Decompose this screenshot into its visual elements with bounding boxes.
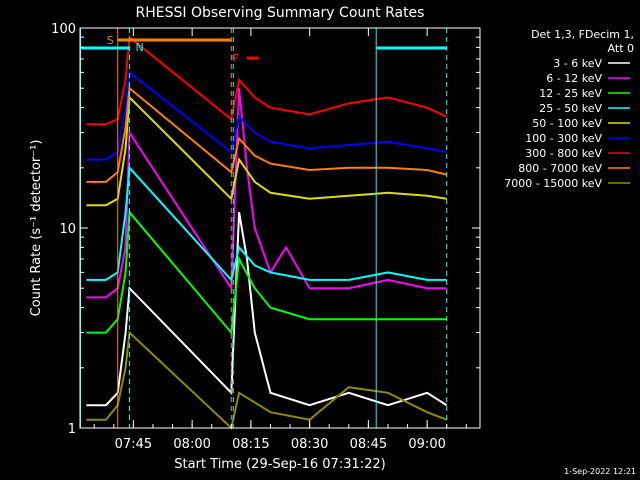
legend-label-1: 3 - 6 keV — [553, 57, 602, 70]
series-line-6 — [86, 70, 447, 161]
x-tick-label-5: 08:45 — [350, 437, 387, 452]
night-label: N — [135, 41, 143, 54]
x-tick-label-2: 08:00 — [173, 437, 210, 452]
x-tick-label-3: 08:15 — [232, 437, 269, 452]
series-line-2 — [86, 88, 447, 299]
flare-label: F — [233, 52, 239, 65]
series-line-8 — [86, 86, 447, 183]
annotations: S N F — [80, 28, 448, 428]
x-tick-label-4: 08:30 — [291, 437, 328, 452]
series-line-4 — [86, 165, 447, 282]
y-tick-label-2: 10 — [59, 222, 76, 237]
saa-label: S — [107, 34, 114, 47]
x-tick-label-6: 09:00 — [408, 437, 445, 452]
legend-title-line-1: Det 1,3, FDecim 1, — [531, 28, 634, 41]
series-line-3 — [86, 209, 447, 336]
series-line-7 — [86, 35, 448, 126]
x-axis-label: Start Time (29-Sep-16 07:31:22) — [174, 457, 385, 472]
legend-label-9: 7000 - 15000 keV — [504, 177, 602, 190]
y-tick-label-3: 100 — [51, 22, 76, 37]
legend-title-line-2: Att 0 — [608, 42, 634, 55]
y-axis-label: Count Rate (s⁻¹ detector⁻¹) — [29, 140, 44, 317]
legend-label-8: 800 - 7000 keV — [518, 162, 602, 175]
x-tick-label-1: 07:45 — [115, 437, 152, 452]
chart-title: RHESSI Observing Summary Count Rates — [136, 5, 425, 21]
y-tick-label-1: 1 — [68, 422, 76, 437]
series-line-1 — [86, 212, 448, 407]
timestamp: 1-Sep-2022 12:21 — [564, 467, 636, 476]
data-series — [86, 35, 448, 430]
axes: 07:45 08:00 08:15 08:30 08:45 09:00 1 10 100 — [51, 22, 480, 452]
legend-label-3: 12 - 25 keV — [539, 87, 602, 100]
legend-label-2: 6 - 12 keV — [546, 72, 602, 85]
legend-label-6: 100 - 300 keV — [525, 132, 602, 145]
series-line-5 — [86, 95, 447, 207]
legend-label-5: 50 - 100 keV — [532, 117, 602, 130]
legend-label-7: 300 - 800 keV — [525, 147, 602, 160]
legend: Det 1,3, FDecim 1,Att 0 3 - 6 keV 6 - 12 k… — [504, 28, 634, 190]
legend-label-4: 25 - 50 keV — [539, 102, 602, 115]
